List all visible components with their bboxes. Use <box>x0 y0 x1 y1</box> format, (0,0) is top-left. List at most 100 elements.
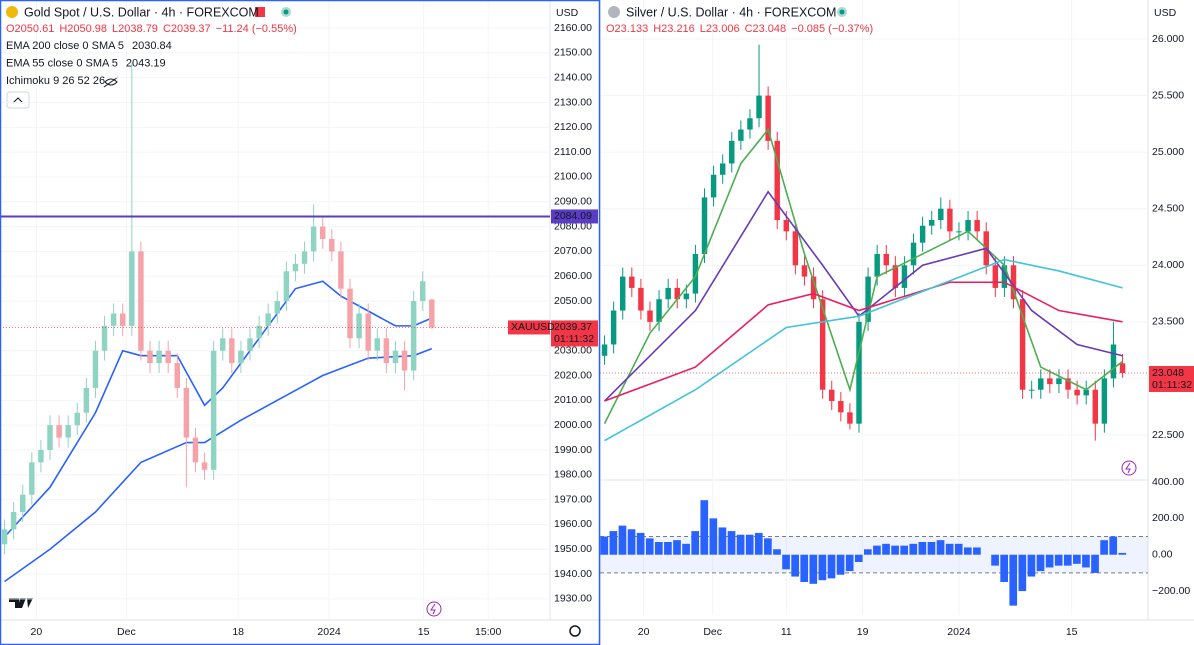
candle-body <box>292 263 299 272</box>
candle-body <box>928 220 935 226</box>
osc-tick-label: 0.00 <box>1152 549 1173 561</box>
candle-body <box>1056 378 1062 385</box>
x-tick-label: Dec <box>703 626 722 638</box>
candle-body <box>65 425 71 438</box>
y-tick-label: 1980.00 <box>554 469 592 481</box>
candle-body <box>56 425 62 438</box>
last-price-label: 2039.37 <box>554 321 592 333</box>
histogram-bar <box>764 538 772 555</box>
candle-body <box>420 281 426 302</box>
x-tick-label: 15:00 <box>475 626 501 638</box>
candle-body <box>383 338 390 364</box>
candle-body <box>865 276 871 322</box>
y-tick-label: 2020.00 <box>554 369 592 381</box>
x-tick-label: 20 <box>638 626 650 638</box>
histogram-bar <box>973 547 981 555</box>
candle-body <box>1010 265 1017 300</box>
candle-body <box>992 265 999 288</box>
histogram-bar <box>1045 554 1054 568</box>
histogram-bar <box>727 531 736 555</box>
candle-body <box>1019 299 1026 390</box>
candle-body <box>847 412 853 424</box>
histogram-bar <box>809 554 818 584</box>
lightning-icon[interactable] <box>1121 460 1137 476</box>
y-tick-label: 1960.00 <box>554 518 592 530</box>
hline-label-box <box>551 209 598 224</box>
candle-body <box>1119 363 1126 373</box>
tradingview-logo[interactable] <box>9 598 33 608</box>
histogram-bar <box>736 534 745 555</box>
candle-body <box>10 512 17 530</box>
moving-average-line <box>603 190 1123 402</box>
indicator-name: EMA 55 close 0 SMA 5 <box>6 57 118 69</box>
settings-icon[interactable] <box>569 625 581 637</box>
y-tick-label: 2070.00 <box>554 245 592 257</box>
histogram-bar <box>1009 554 1018 606</box>
histogram-bar <box>891 545 899 555</box>
y-tick-label: 24.000 <box>1152 259 1184 271</box>
candle-body <box>656 299 662 322</box>
last-price-box <box>1149 365 1194 392</box>
x-tick-label: 15 <box>1066 626 1078 638</box>
last-price-label: 23.048 <box>1152 367 1184 379</box>
candle-body <box>647 310 653 322</box>
candle-body <box>692 253 699 294</box>
histogram-bar <box>945 543 954 555</box>
moving-average-line <box>604 258 1123 442</box>
y-tick-label: 1930.00 <box>554 593 592 605</box>
ema-line <box>4 347 433 583</box>
candle-body <box>1001 265 1008 288</box>
candle-body <box>810 276 817 300</box>
y-tick-label: 2000.00 <box>554 419 592 431</box>
quote-value: H23.216 <box>653 23 695 35</box>
symbol-label: XAUUSD <box>511 321 555 333</box>
candle-body <box>801 265 808 277</box>
lightning-icon[interactable] <box>426 601 442 617</box>
quote-value: O23.133 <box>606 23 648 35</box>
candle-body <box>883 253 889 266</box>
candle-body <box>1028 389 1035 391</box>
histogram-bar <box>1091 554 1099 573</box>
candle-body <box>674 287 680 300</box>
osc-tick-label: 400.00 <box>1152 476 1184 488</box>
histogram-bar <box>1063 554 1072 566</box>
candle-body <box>238 350 244 364</box>
flag-icon[interactable] <box>255 7 265 17</box>
y-tick-label: 1990.00 <box>554 444 592 456</box>
candle-body <box>1038 378 1044 390</box>
candle-body <box>729 140 735 164</box>
candle-body <box>710 174 717 198</box>
hidden-eye-icon[interactable] <box>103 76 119 88</box>
histogram-bar <box>873 545 881 555</box>
candle-body <box>956 231 962 233</box>
countdown-label: 01:11:32 <box>554 333 594 345</box>
histogram-bar <box>1109 536 1118 555</box>
candle-body <box>874 253 880 277</box>
countdown-label: 01:11:32 <box>1152 379 1192 391</box>
x-tick-label: 15 <box>418 626 430 638</box>
candle-body <box>410 301 417 371</box>
candle-body <box>83 387 90 413</box>
histogram-bar <box>773 549 781 555</box>
candle-body <box>138 251 144 351</box>
histogram-bar <box>700 500 709 555</box>
candle-body <box>1074 389 1080 396</box>
histogram-bar <box>1118 552 1127 555</box>
candle-body <box>638 287 644 311</box>
candle-body <box>829 389 835 402</box>
y-tick-label: 2150.00 <box>554 47 592 59</box>
y-tick-label: 22.500 <box>1152 429 1184 441</box>
histogram-bar <box>1036 554 1045 572</box>
histogram-bar <box>654 542 663 555</box>
histogram-bar <box>1082 554 1090 568</box>
histogram-bar <box>864 549 872 555</box>
collapse-button[interactable] <box>6 91 30 109</box>
collapse-arrow <box>12 97 24 104</box>
candle-body <box>792 231 799 266</box>
candle-body <box>892 265 899 288</box>
y-tick-label: 2130.00 <box>554 96 592 108</box>
silver-symbol-icon <box>608 6 620 18</box>
candle-body <box>1110 344 1117 379</box>
